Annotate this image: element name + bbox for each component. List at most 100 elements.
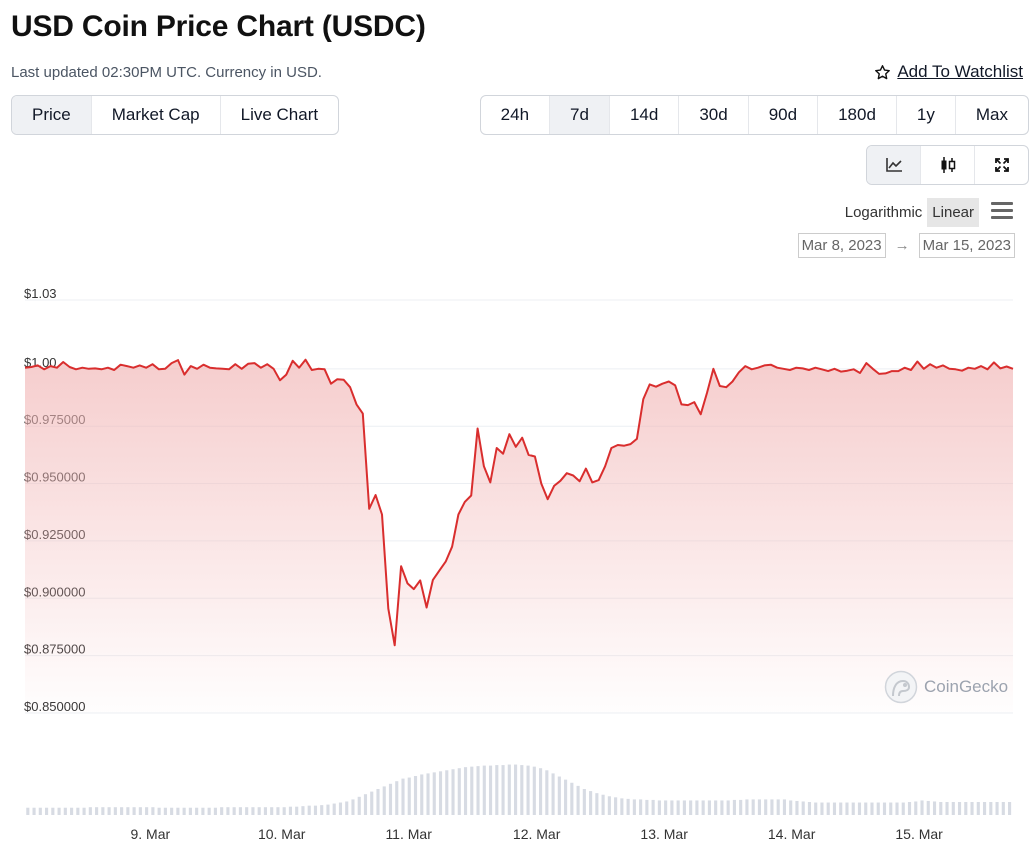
volume-bar (226, 807, 230, 815)
volume-bar (826, 802, 830, 815)
volume-bar (263, 807, 267, 815)
volume-bar (720, 800, 724, 815)
x-axis-labels: 9. Mar 10. Mar 11. Mar 12. Mar 13. Mar 14. Ma… (130, 826, 943, 842)
volume-bar (739, 799, 743, 815)
last-updated-text: Last updated 02:30PM UTC. Currency in US… (11, 64, 322, 81)
coingecko-logo-icon (884, 670, 918, 704)
volume-bar (426, 773, 430, 815)
volume-bar (288, 806, 293, 815)
volume-bar (889, 802, 893, 815)
chart-menu-button[interactable] (991, 202, 1013, 220)
volume-bar (707, 800, 711, 815)
logarithmic-option[interactable]: Logarithmic (844, 204, 923, 221)
volume-bar (470, 766, 474, 815)
range-24h-button[interactable]: 24h (481, 96, 551, 134)
volume-bar (539, 768, 543, 815)
volume-bar (76, 807, 80, 815)
page-title: USD Coin Price Chart (USDC) (11, 10, 426, 43)
range-180d-button[interactable]: 180d (818, 96, 897, 134)
price-chart[interactable]: $1.03$1.00$0.975000$0.950000$0.925000$0.… (0, 270, 1035, 848)
volume-bar (438, 771, 443, 815)
volume-bar (551, 773, 555, 815)
price-series-line (24, 358, 1014, 647)
volume-bar (901, 802, 905, 815)
volume-bar (589, 791, 593, 815)
volume-bar (38, 807, 42, 815)
volume-bar (601, 794, 605, 815)
fullscreen-button[interactable] (975, 146, 1028, 184)
volume-bar (476, 766, 480, 815)
expand-icon (994, 158, 1009, 172)
tab-live-chart[interactable]: Live Chart (240, 105, 319, 124)
volume-bar (501, 765, 505, 815)
volume-bar (388, 783, 393, 815)
y-tick-label: $1.03 (24, 286, 57, 301)
volume-bar (338, 802, 343, 815)
range-7d-button[interactable]: 7d (550, 96, 610, 134)
volume-bar (620, 798, 624, 815)
volume-bar (395, 781, 399, 815)
range-90d-button[interactable]: 90d (749, 96, 819, 134)
range-1y-button[interactable]: 1y (897, 96, 956, 134)
volume-bar (407, 777, 411, 815)
line-chart-icon (885, 158, 902, 172)
scale-toggle: Logarithmic Linear (840, 198, 979, 227)
range-14d-button[interactable]: 14d (610, 96, 680, 134)
date-range-inputs: Mar 8, 2023 → Mar 15, 2023 (797, 233, 1015, 258)
volume-bar (382, 786, 386, 815)
x-tick-label: 15. Mar (895, 826, 943, 842)
add-to-watchlist-link[interactable]: Add To Watchlist (874, 62, 1023, 82)
linear-option[interactable]: Linear (927, 198, 979, 227)
volume-bar (70, 807, 74, 815)
volume-bar (895, 802, 899, 815)
volume-bar (732, 799, 736, 815)
volume-bar (170, 807, 174, 815)
volume-bar (370, 791, 374, 815)
volume-bar (351, 799, 355, 815)
volume-bar (882, 802, 887, 815)
tab-price[interactable]: Price (12, 96, 92, 134)
volume-bar (645, 799, 649, 815)
volume-bar (595, 793, 599, 815)
volume-bar (976, 802, 980, 815)
volume-bar (995, 802, 999, 815)
candlestick-button[interactable] (921, 146, 975, 184)
line-chart-button[interactable] (867, 146, 921, 184)
volume-bar (107, 807, 111, 815)
volume-bar (532, 766, 536, 815)
menu-icon-bar (991, 216, 1013, 219)
volume-bar (632, 799, 636, 815)
range-30d-button[interactable]: 30d (679, 96, 749, 134)
price-area-fill (25, 359, 1013, 713)
volume-bar (220, 807, 224, 815)
volume-bar (120, 807, 124, 815)
tab-market-cap[interactable]: Market Cap (92, 96, 221, 134)
volume-bar (151, 807, 155, 815)
volume-bar (870, 802, 874, 815)
volume-bar (570, 782, 574, 815)
x-tick-label: 9. Mar (130, 826, 170, 842)
volume-bar (251, 807, 255, 815)
time-range-selector: 24h 7d 14d 30d 90d 180d 1y Max (479, 95, 1029, 135)
volume-bar (245, 807, 249, 815)
volume-bar (814, 802, 818, 815)
volume-bar (607, 796, 611, 815)
volume-bar (582, 789, 586, 815)
volume-bar (951, 802, 955, 815)
volume-bar (513, 764, 518, 815)
volume-bar (301, 806, 305, 815)
volume-bar (820, 802, 824, 815)
volume-bar (926, 800, 930, 815)
volume-bar (851, 802, 855, 815)
volume-bar (807, 802, 812, 815)
range-max-button[interactable]: Max (975, 105, 1008, 124)
chart-view-selector (866, 145, 1029, 185)
volume-bar (845, 802, 849, 815)
date-from-input[interactable]: Mar 8, 2023 (797, 233, 886, 258)
date-to-input[interactable]: Mar 15, 2023 (918, 233, 1015, 258)
volume-bar (138, 807, 142, 815)
volume-bar (45, 807, 49, 815)
volume-bar (907, 802, 912, 815)
volume-bar (201, 807, 205, 815)
volume-bar (801, 801, 805, 815)
